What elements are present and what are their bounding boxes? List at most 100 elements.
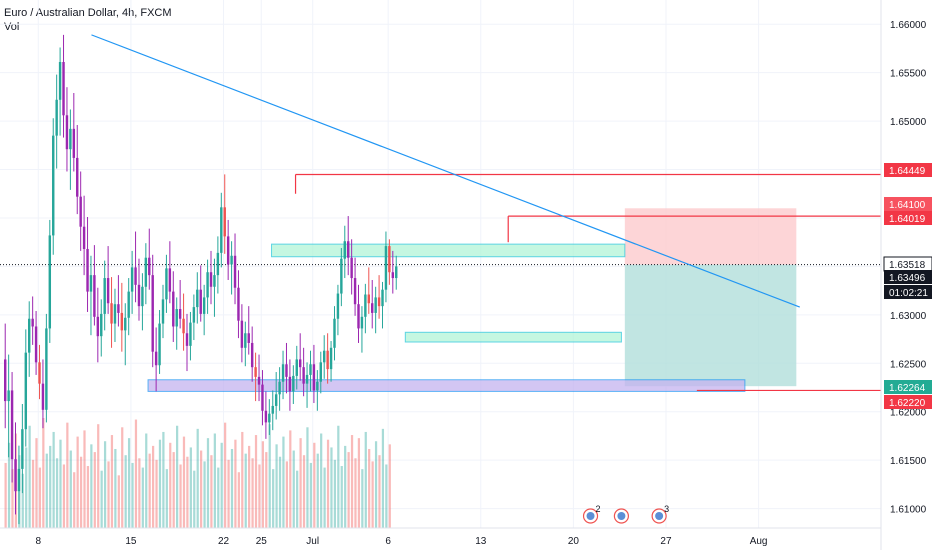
y-tick-label: 1.65500 — [890, 69, 927, 80]
volume-bar — [90, 444, 93, 528]
y-tick-label: 1.62000 — [890, 408, 927, 419]
volume-bar — [100, 470, 103, 528]
trendline — [91, 34, 800, 308]
short-position-stop-zone — [624, 208, 797, 265]
volume-bar — [361, 469, 364, 528]
volume-bar — [241, 431, 244, 528]
volume-bar — [323, 467, 326, 528]
zone-green — [404, 331, 622, 343]
candle-body — [288, 376, 292, 392]
candle-body — [62, 62, 65, 116]
price-tag-countdown — [884, 285, 932, 299]
price-tag-label: 1.63518 — [889, 260, 926, 271]
candle-body — [31, 318, 34, 327]
volume-bar — [206, 438, 210, 528]
candle-body — [202, 297, 206, 314]
volume-bar — [107, 461, 110, 528]
volume-bar — [251, 458, 254, 528]
candle-body — [28, 318, 31, 353]
candle-body — [130, 267, 134, 292]
candle-body — [305, 374, 309, 384]
candle-body — [281, 364, 285, 382]
volume-bar — [320, 433, 323, 528]
candle-body — [148, 257, 151, 276]
price-tag-last — [884, 270, 932, 284]
volume-bar — [347, 452, 350, 528]
volume-bar — [83, 430, 86, 528]
candle-body — [103, 278, 106, 314]
x-tick-label: 13 — [475, 536, 487, 547]
candle-body — [192, 307, 196, 323]
volume-bar — [182, 436, 186, 528]
x-tick-label: Jul — [306, 536, 319, 547]
volume-bar — [368, 448, 371, 528]
candle-body — [268, 413, 271, 423]
price-axis: 1.660001.655001.650001.645001.640001.635… — [880, 0, 932, 550]
candle-body — [141, 286, 144, 307]
candle-body — [261, 384, 264, 411]
x-tick-label: 27 — [660, 536, 672, 547]
candle-body — [127, 291, 130, 318]
price-tag-stop — [884, 197, 932, 211]
candle-body — [113, 304, 117, 324]
candle-body — [4, 359, 7, 402]
volume-bar — [385, 464, 388, 528]
x-tick-label: 6 — [385, 536, 391, 547]
candle-body — [340, 258, 343, 294]
candle-body — [172, 291, 175, 327]
candle-body — [72, 128, 76, 158]
volume-bar — [364, 431, 367, 528]
candle-body — [76, 157, 79, 197]
y-tick-label: 1.66000 — [890, 20, 927, 31]
candle-body — [106, 278, 110, 304]
candle-body — [347, 241, 350, 258]
volume-bar — [38, 467, 42, 528]
volume-bar — [230, 448, 234, 528]
x-tick-label: 22 — [218, 536, 230, 547]
volume-bar — [337, 425, 340, 528]
price-tag-label: 1.64019 — [889, 214, 926, 225]
candle-body — [309, 364, 312, 375]
volume-bar — [278, 456, 282, 528]
candle-body — [137, 284, 141, 307]
volume-bar — [28, 425, 31, 528]
y-tick-label: 1.63000 — [890, 311, 927, 322]
candle-body — [230, 255, 233, 265]
candle-body — [41, 383, 45, 410]
volume-bar — [124, 455, 127, 528]
volume-bar — [62, 464, 66, 528]
volume-bar — [73, 472, 76, 528]
candles — [4, 34, 398, 525]
candle-body — [233, 255, 237, 288]
volume-bar — [162, 431, 165, 528]
candle-body — [333, 318, 336, 348]
candle-body — [350, 257, 353, 279]
volume-bar — [213, 433, 216, 528]
volume-bar — [189, 447, 192, 528]
volume-bar — [374, 441, 378, 528]
volume-bar — [237, 472, 240, 528]
candle-body — [209, 272, 213, 287]
volume-bar — [248, 445, 251, 528]
candle-body — [336, 293, 340, 319]
candle-body — [298, 359, 302, 368]
volume-bar — [316, 453, 319, 528]
candle-body — [144, 257, 148, 287]
candle-body — [226, 236, 230, 265]
trendline — [91, 34, 800, 308]
candle-body — [216, 252, 220, 276]
volume-bar — [121, 427, 124, 528]
volume-bar — [200, 450, 203, 528]
price-tag-label: 1.62264 — [889, 383, 926, 394]
candle-body — [384, 246, 388, 290]
candle-body — [247, 333, 250, 343]
candle-body — [367, 294, 371, 304]
event-flag-icon — [617, 512, 626, 520]
volume-bar — [289, 430, 292, 528]
volume-bar — [145, 433, 148, 528]
candle-body — [38, 362, 41, 384]
volume-bar — [169, 442, 172, 528]
candle-body — [343, 241, 346, 259]
volume-bar — [285, 461, 288, 528]
